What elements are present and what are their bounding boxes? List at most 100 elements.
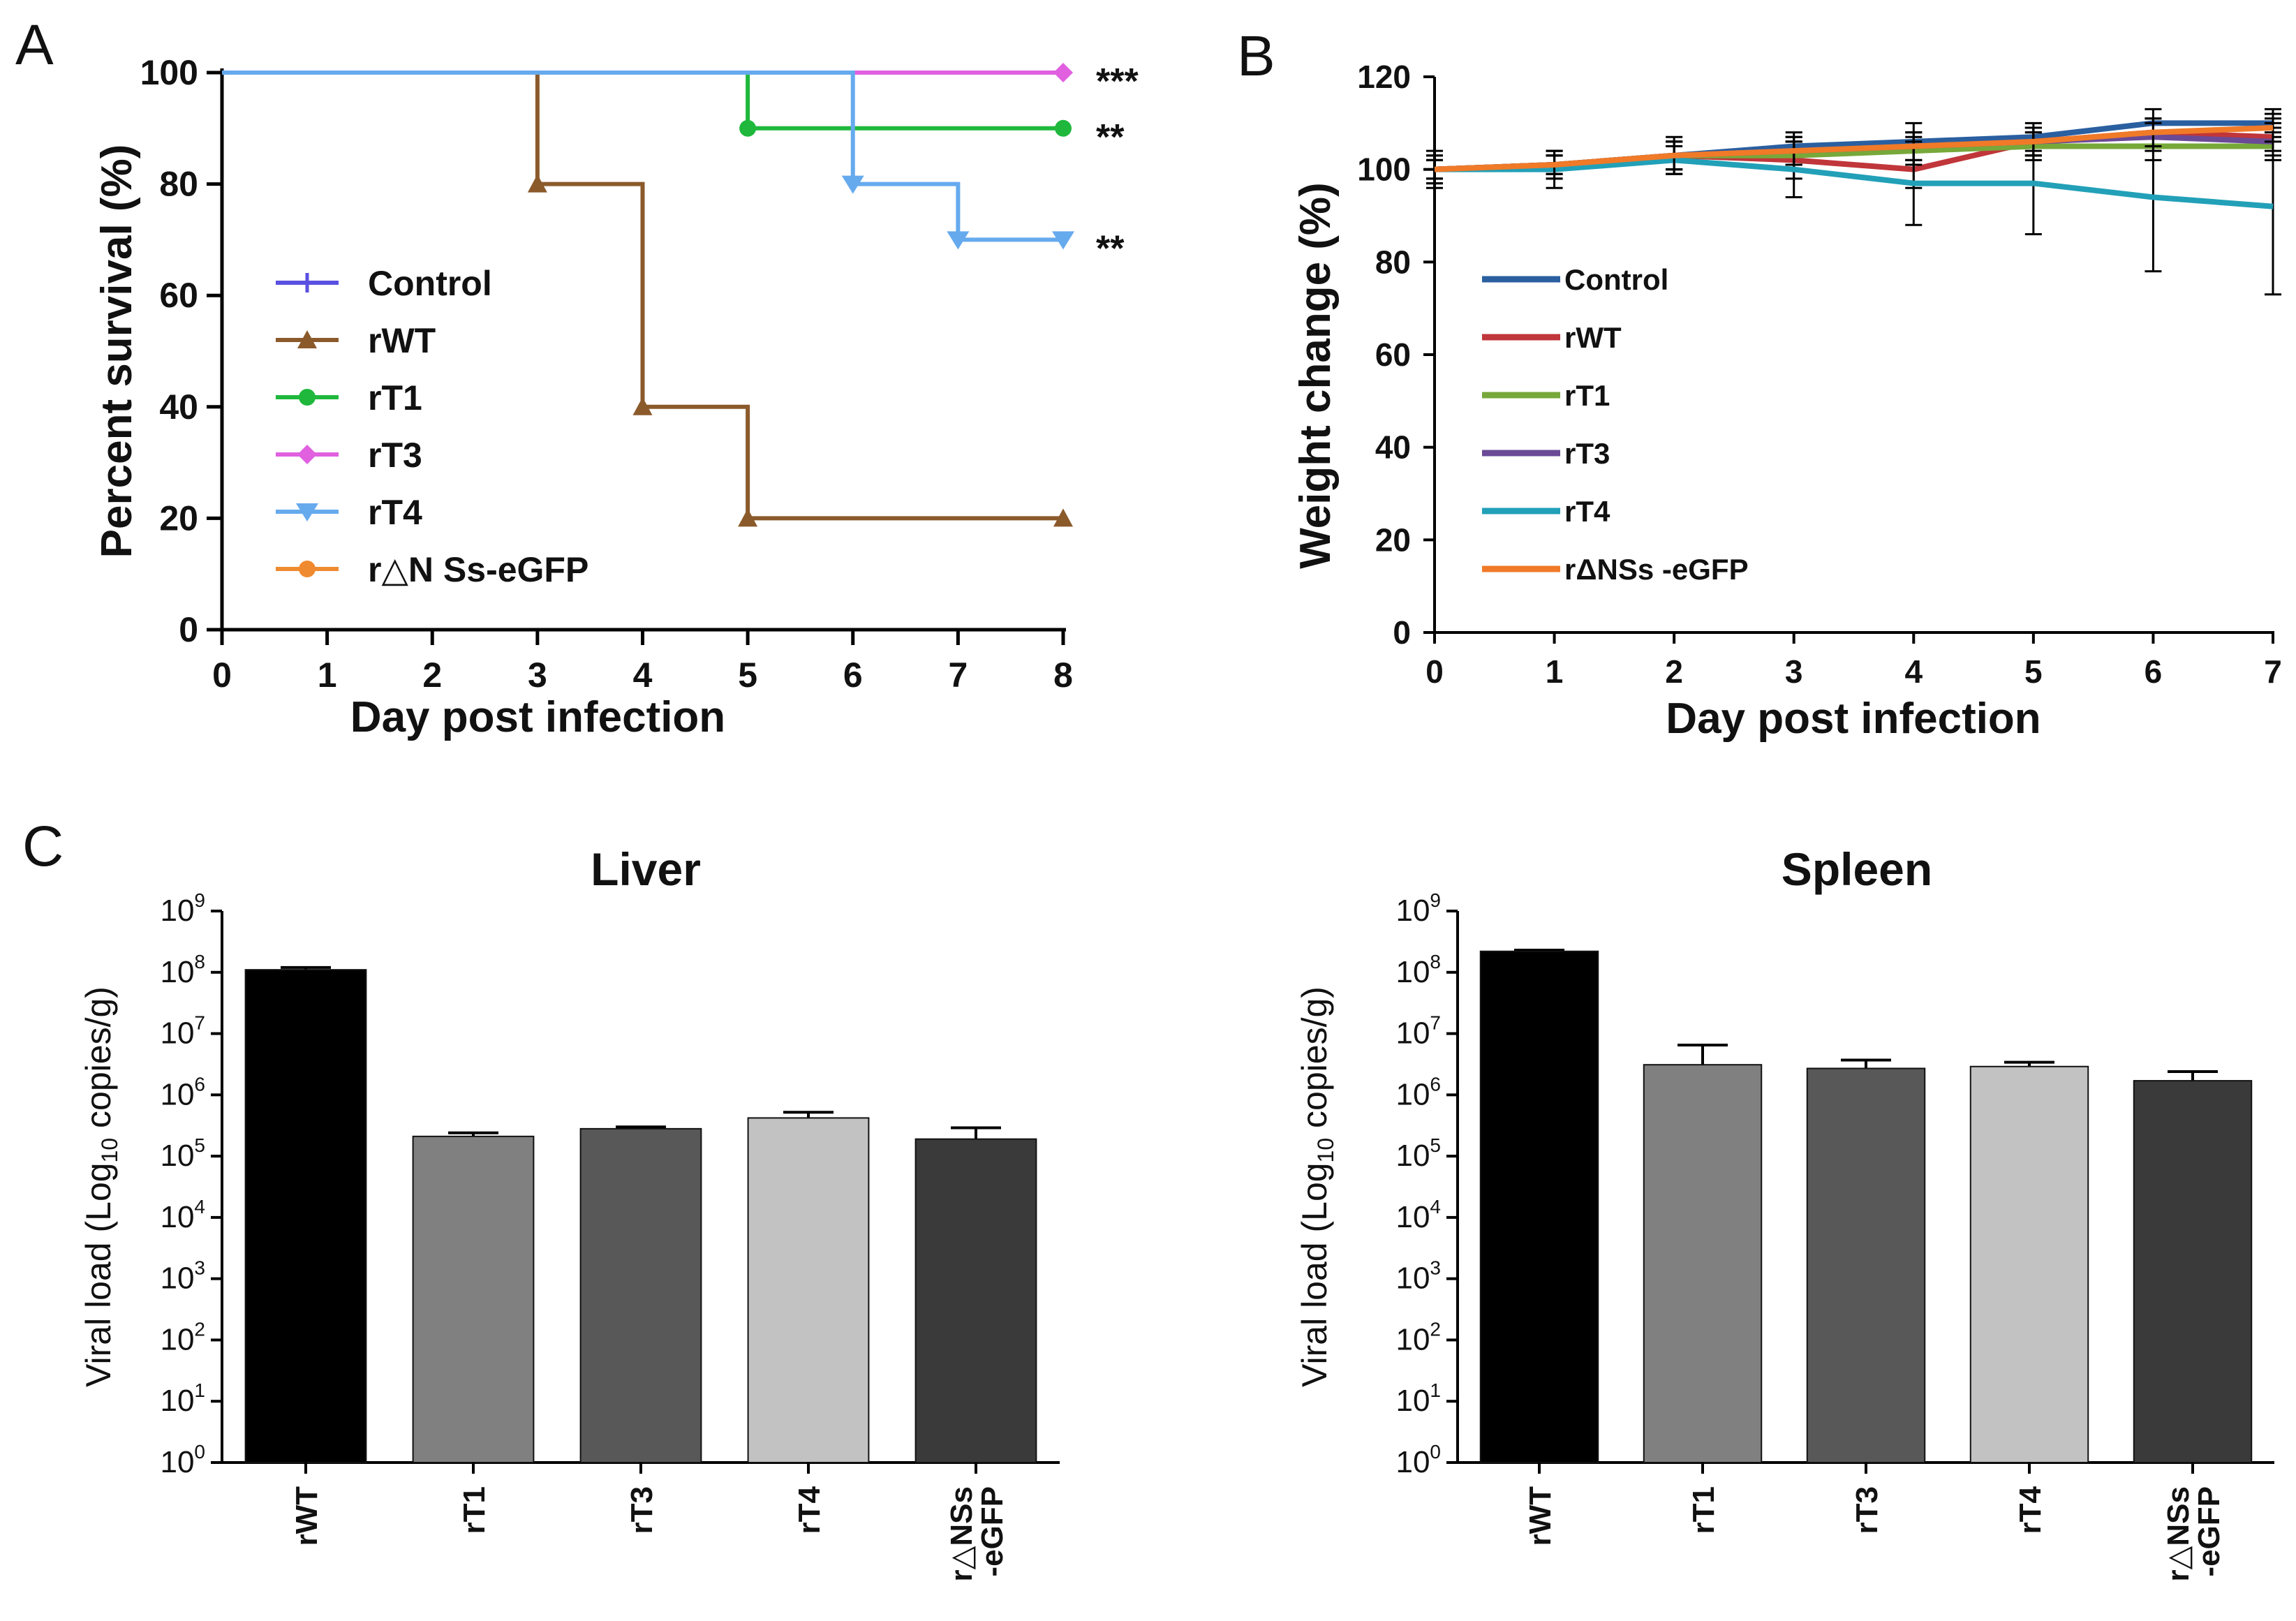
legend-marker xyxy=(299,389,316,406)
survival-chart: 0 20 40 60 80 100 0 1 2 3 4 5 6 7 8 Day post infection P… xyxy=(93,53,1139,741)
legend-item-rt3: rT3 xyxy=(1482,437,1610,470)
legend-item-control: Control xyxy=(1482,263,1668,296)
legend-label: rWT xyxy=(1564,321,1622,354)
y-tick-label: 108 xyxy=(1395,951,1441,989)
legend-marker xyxy=(299,561,316,577)
significance-label: ** xyxy=(1096,228,1125,269)
y-tick-label: 103 xyxy=(160,1257,205,1296)
bar-group-r-nss: r△NSs-eGFP xyxy=(914,1126,1037,1582)
category-label: rT4 xyxy=(2013,1486,2047,1534)
category-label: rT4 xyxy=(792,1486,827,1534)
series-rt4 xyxy=(1426,117,2281,296)
y-axis-title: Viral load (Log10 copies/g) xyxy=(79,986,122,1387)
bar-group-rt3: rT3 xyxy=(1806,1058,1926,1534)
bar xyxy=(1806,1067,1926,1464)
series-rt1 xyxy=(222,71,1072,137)
panel-label-c: C xyxy=(22,815,64,878)
panel-label-a: A xyxy=(15,13,54,77)
y-tick-label: 100 xyxy=(140,53,198,92)
x-axis-title: Day post infection xyxy=(1666,695,2041,743)
series-r-nss-egfp xyxy=(1426,112,2281,180)
y-tick-label: 105 xyxy=(1395,1134,1441,1173)
legend-label: rT4 xyxy=(1564,495,1610,528)
series-line-rt4 xyxy=(1435,157,2274,209)
x-tick-label: 6 xyxy=(2145,653,2163,690)
panel-label-b: B xyxy=(1237,24,1275,88)
y-tick-label: 109 xyxy=(160,889,205,928)
legend-item-r-nss-egfp: rΔNSs -eGFP xyxy=(1482,553,1749,586)
legend-label: Control xyxy=(1564,263,1668,296)
x-tick-label: 2 xyxy=(1665,653,1683,690)
y-tick-label: 102 xyxy=(1395,1318,1441,1356)
significance-label: ** xyxy=(1096,117,1125,158)
liver-chart: Liver 100 101 102 103 104 105 106 107 108 109 Viral… xyxy=(79,843,1060,1582)
y-tick-label: 0 xyxy=(179,610,198,649)
x-tick-label: 0 xyxy=(1425,653,1444,690)
y-tick-label: 100 xyxy=(160,1441,205,1479)
category-label: r△NSs xyxy=(2161,1486,2195,1582)
data-point xyxy=(632,397,653,415)
y-axis-title: Viral load (Log10 copies/g) xyxy=(1295,986,1338,1387)
data-point xyxy=(738,508,758,527)
y-tick-label: 105 xyxy=(160,1134,205,1173)
y-tick-label: 40 xyxy=(1375,429,1411,466)
y-tick-label: 101 xyxy=(160,1379,205,1418)
y-tick-label: 20 xyxy=(1375,521,1411,558)
bar xyxy=(747,1117,870,1463)
x-tick-label: 2 xyxy=(422,656,442,695)
bar-group-rwt: rWT xyxy=(244,965,367,1546)
spleen-chart: Spleen 100 101 102 103 104 105 106 107 108 109 Vira… xyxy=(1295,843,2274,1582)
legend-label: Control xyxy=(368,264,492,303)
data-point xyxy=(841,175,864,194)
series-rt4 xyxy=(222,71,1074,250)
y-tick-label: 100 xyxy=(1357,151,1411,188)
category-label: rWT xyxy=(290,1486,324,1546)
x-tick-label: 1 xyxy=(1546,653,1564,690)
data-point xyxy=(1052,231,1074,250)
y-tick-label: 0 xyxy=(1393,614,1411,651)
y-tick-label: 103 xyxy=(1395,1257,1441,1296)
chart-title: Spleen xyxy=(1782,843,1932,895)
x-tick-label: 3 xyxy=(1785,653,1803,690)
chart-title: Liver xyxy=(591,843,701,895)
x-tick-label: 0 xyxy=(212,656,232,695)
series-rwt xyxy=(222,71,1073,527)
bar-group-rt4: rT4 xyxy=(747,1111,870,1534)
x-tick-label: 5 xyxy=(2024,653,2043,690)
legend-item-rt1: rT1 xyxy=(1482,379,1610,412)
legend-label: rT4 xyxy=(368,493,422,532)
legend-marker xyxy=(297,330,317,348)
legend-item-rt4: rT4 xyxy=(1482,495,1610,528)
y-tick-label: 109 xyxy=(1395,889,1441,928)
series-line-rt4 xyxy=(222,71,1063,242)
y-tick-label: 106 xyxy=(160,1073,205,1111)
data-point xyxy=(947,231,970,250)
category-label: rT1 xyxy=(457,1486,491,1534)
y-tick-label: 40 xyxy=(159,387,198,427)
category-label: -eGFP xyxy=(2192,1486,2226,1577)
data-point xyxy=(739,119,757,137)
bar xyxy=(244,969,367,1463)
bar xyxy=(914,1138,1037,1463)
bar xyxy=(1969,1065,2089,1464)
series-line-rwt xyxy=(222,71,1063,521)
legend-item-rwt: rWT xyxy=(276,321,436,360)
legend-label: r△N Ss-eGFP xyxy=(368,550,588,589)
y-tick-label: 80 xyxy=(159,165,198,204)
bar xyxy=(1643,1064,1763,1463)
data-point xyxy=(1053,63,1073,82)
bar xyxy=(412,1135,535,1463)
legend-item-rt3: rT3 xyxy=(276,436,422,475)
x-tick-label: 4 xyxy=(633,656,653,695)
legend-label: rT3 xyxy=(368,436,422,475)
bar xyxy=(1479,950,1599,1463)
bar-group-rt1: rT1 xyxy=(1643,1043,1763,1534)
y-tick-label: 107 xyxy=(1395,1012,1441,1051)
y-tick-label: 108 xyxy=(160,951,205,989)
legend-item-rt4: rT4 xyxy=(276,493,422,532)
x-axis-title: Day post infection xyxy=(350,693,725,741)
bar xyxy=(2133,1080,2253,1463)
bar-group-r-nss: r△NSs-eGFP xyxy=(2133,1069,2253,1582)
x-tick-label: 8 xyxy=(1053,656,1073,695)
